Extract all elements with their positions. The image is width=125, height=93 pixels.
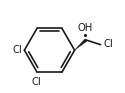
Polygon shape (75, 39, 87, 50)
Text: Cl: Cl (31, 77, 41, 87)
Text: Cl: Cl (12, 45, 22, 55)
Text: Cl: Cl (103, 39, 113, 49)
Text: OH: OH (78, 23, 93, 33)
